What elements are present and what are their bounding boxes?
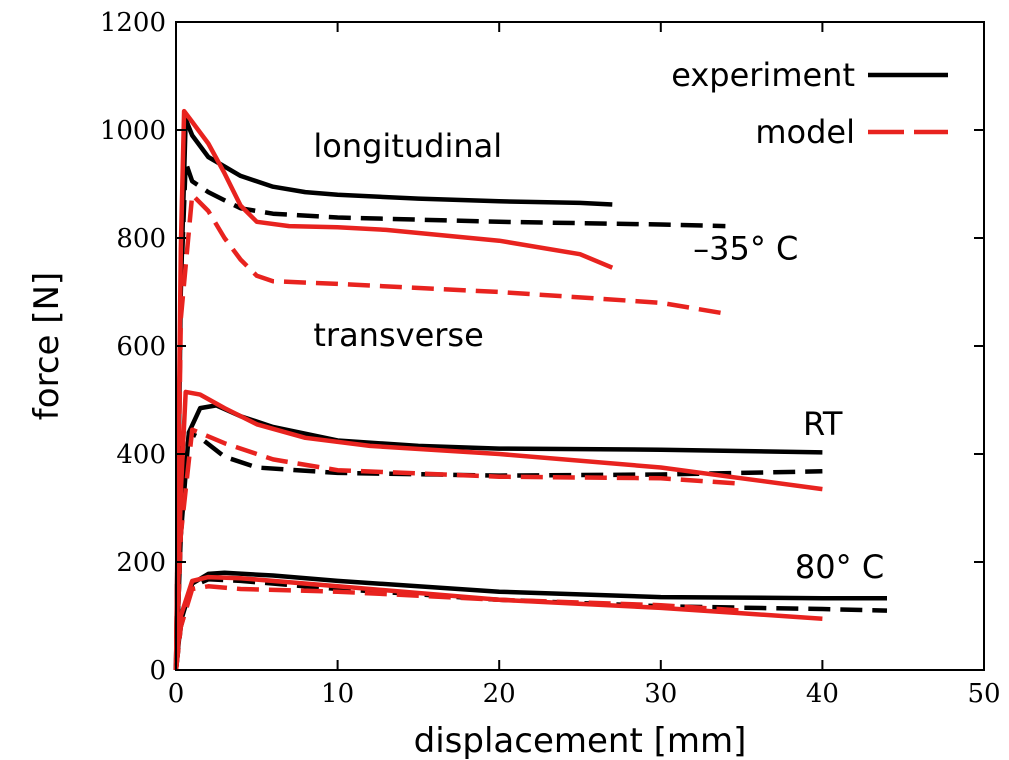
series-line-12 (173, 584, 742, 671)
annotation-label: transverse (313, 316, 483, 354)
series-line-11 (173, 574, 823, 671)
x-tick-label: 50 (967, 679, 1000, 709)
y-tick-label: 800 (116, 224, 166, 254)
annotation-label: –35° C (693, 230, 798, 268)
x-tick-label: 10 (321, 679, 354, 709)
y-tick-label: 400 (116, 440, 166, 470)
legend-label: model (755, 113, 855, 151)
y-tick-label: 1200 (100, 8, 166, 38)
annotation-label: longitudinal (313, 127, 502, 165)
series-line-6 (173, 430, 823, 671)
y-tick-label: 1000 (100, 116, 166, 146)
x-tick-label: 40 (806, 679, 839, 709)
x-tick-label: 20 (483, 679, 516, 709)
x-tick-label: 0 (168, 679, 185, 709)
series-layer (173, 108, 888, 671)
annotation-layer: longitudinal –35° C transverse RT 80° C (313, 127, 884, 586)
series-line-5 (173, 403, 823, 671)
y-axis-title: force [N] (27, 272, 67, 420)
y-tick-label: 600 (116, 332, 166, 362)
series-line-7 (173, 389, 823, 671)
y-tick-label: 200 (116, 548, 166, 578)
ticks-layer: 0 10 20 30 40 50 0 200 400 600 800 1000 1200 (100, 8, 1001, 709)
series-line-9 (173, 570, 887, 671)
legend-label: experiment (671, 56, 855, 94)
x-tick-label: 30 (644, 679, 677, 709)
series-line-8 (173, 427, 742, 671)
series-line-4 (173, 192, 726, 671)
series-line-3 (173, 108, 614, 671)
legend: experiment model (671, 56, 948, 151)
x-axis-title: displacement [mm] (414, 721, 747, 760)
y-tick-label: 0 (149, 656, 166, 686)
annotation-label: 80° C (795, 548, 884, 586)
annotation-label: RT (803, 405, 843, 443)
